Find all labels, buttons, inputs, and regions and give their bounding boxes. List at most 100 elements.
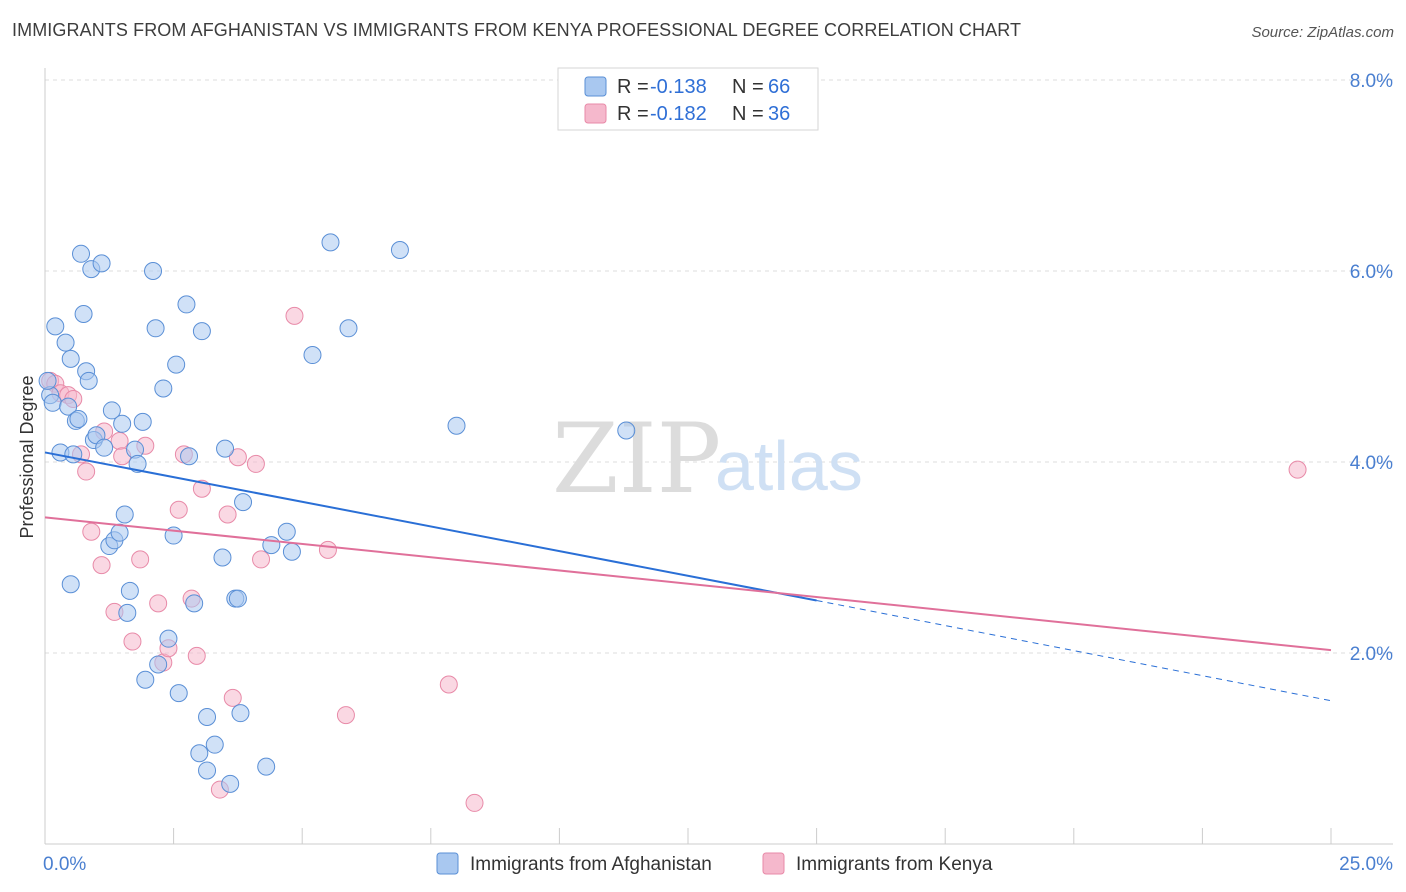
point-kenya (131, 550, 150, 569)
point-kenya (187, 646, 206, 665)
point-afghanistan (43, 393, 62, 412)
bottom-legend: Immigrants from Afghanistan Immigrants f… (436, 852, 993, 875)
point-afghanistan (390, 240, 409, 259)
bottom-legend-swatch-kenya (762, 852, 785, 875)
point-kenya (192, 479, 211, 498)
point-afghanistan (115, 505, 134, 524)
point-afghanistan (113, 414, 132, 433)
legend-n-label-0: N = (732, 76, 764, 98)
point-kenya (336, 706, 355, 725)
point-kenya (465, 793, 484, 812)
point-kenya (77, 462, 96, 481)
point-afghanistan (110, 523, 129, 542)
point-afghanistan (102, 401, 121, 420)
point-afghanistan (46, 317, 65, 336)
point-kenya (228, 448, 247, 467)
point-afghanistan (74, 304, 93, 323)
point-afghanistan (118, 603, 137, 622)
point-afghanistan (61, 349, 80, 368)
point-afghanistan (167, 355, 186, 374)
point-afghanistan (205, 735, 224, 754)
point-kenya (285, 306, 304, 325)
axes (44, 68, 1393, 845)
y-tick-labels: 2.0% 4.0% 6.0% 8.0% (1350, 71, 1393, 665)
point-kenya (439, 675, 458, 694)
grid (45, 79, 1393, 654)
source-label: Source: ZipAtlas.com (1251, 24, 1394, 41)
point-afghanistan (213, 548, 232, 567)
point-afghanistan (228, 589, 247, 608)
legend-swatch-kenya (584, 103, 607, 124)
point-afghanistan (282, 542, 301, 561)
point-afghanistan (185, 594, 204, 613)
trend-lines (44, 451, 1332, 702)
point-afghanistan (277, 522, 296, 541)
legend-n-value-0: 66 (768, 76, 790, 98)
point-afghanistan (146, 319, 165, 338)
point-kenya (169, 500, 188, 519)
point-afghanistan (95, 438, 114, 457)
point-kenya (318, 540, 337, 559)
point-kenya (252, 550, 271, 569)
point-afghanistan (72, 244, 91, 263)
point-afghanistan (231, 704, 250, 723)
point-afghanistan (154, 379, 173, 398)
x-tick-labels: 0.0% 25.0% (43, 854, 1393, 875)
point-afghanistan (177, 295, 196, 314)
point-afghanistan (257, 757, 276, 776)
watermark-zip: ZIP (552, 403, 721, 515)
point-afghanistan (169, 684, 188, 703)
watermark: ZIP atlas (552, 403, 863, 515)
point-afghanistan (159, 629, 178, 648)
chart-title: IMMIGRANTS FROM AFGHANISTAN VS IMMIGRANT… (12, 20, 1022, 40)
legend-n-value-1: 36 (768, 103, 790, 125)
point-afghanistan (128, 454, 147, 473)
point-kenya (149, 594, 168, 613)
point-afghanistan (447, 416, 466, 435)
bottom-legend-label-afghanistan: Immigrants from Afghanistan (470, 854, 712, 875)
legend-r-label-1: R = (617, 103, 649, 125)
point-kenya (218, 505, 237, 524)
trend-line-kenya (44, 516, 1332, 652)
bottom-legend-swatch-afghanistan (436, 852, 459, 875)
point-afghanistan (56, 333, 75, 352)
point-afghanistan (136, 670, 155, 689)
point-afghanistan (79, 371, 98, 390)
y-tick-label: 6.0% (1350, 262, 1393, 283)
legend-r-value-1: -0.182 (650, 103, 707, 125)
point-afghanistan (120, 581, 139, 600)
legend-r-value-0: -0.138 (650, 76, 707, 98)
y-tick-label: 4.0% (1350, 453, 1393, 474)
point-afghanistan (144, 262, 163, 280)
point-afghanistan (216, 439, 235, 458)
point-afghanistan (303, 346, 322, 365)
point-kenya (246, 454, 265, 473)
point-afghanistan (59, 397, 78, 416)
legend-swatch-afghanistan (584, 76, 607, 97)
point-kenya (123, 632, 142, 651)
y-tick-label: 8.0% (1350, 71, 1393, 92)
point-afghanistan (221, 774, 240, 793)
point-afghanistan (133, 412, 152, 431)
point-afghanistan (617, 421, 636, 440)
bottom-legend-label-kenya: Immigrants from Kenya (796, 854, 993, 875)
x-tick-label: 25.0% (1339, 854, 1393, 875)
point-kenya (1288, 460, 1307, 479)
point-afghanistan (149, 655, 168, 674)
trend-line-afghanistan (44, 451, 817, 602)
y-tick-label: 2.0% (1350, 644, 1393, 665)
point-afghanistan (61, 575, 80, 594)
point-afghanistan (192, 322, 211, 341)
point-afghanistan (321, 233, 340, 252)
point-afghanistan (64, 445, 83, 464)
legend-r-label-0: R = (617, 76, 649, 98)
point-afghanistan (190, 744, 209, 763)
x-tick-label: 0.0% (43, 854, 86, 875)
watermark-atlas: atlas (715, 427, 863, 505)
point-afghanistan (339, 319, 358, 338)
point-afghanistan (69, 410, 88, 429)
point-kenya (223, 688, 242, 707)
data-points (38, 233, 1307, 812)
point-kenya (110, 431, 129, 450)
